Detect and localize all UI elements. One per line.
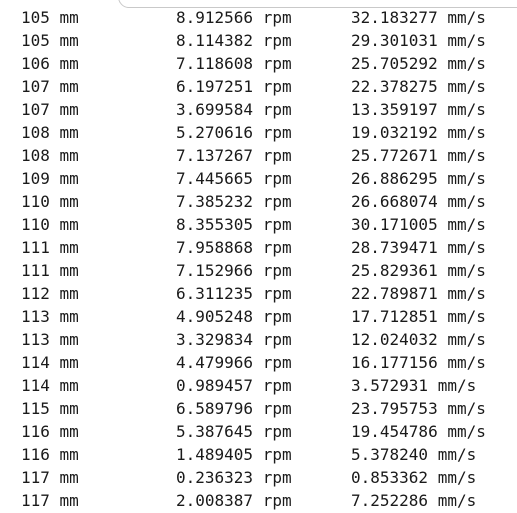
- length-value: 113 mm: [21, 307, 79, 326]
- rpm-value: 0.236323 rpm: [176, 468, 292, 487]
- output-line: 108 mm 7.137267 rpm 25.772671 mm/s: [0, 144, 517, 167]
- length-value: 107 mm: [21, 77, 79, 96]
- rpm-value: 7.137267 rpm: [176, 146, 292, 165]
- output-line: 109 mm 7.445665 rpm 26.886295 mm/s: [0, 167, 517, 190]
- output-line: 112 mm 6.311235 rpm 22.789871 mm/s: [0, 282, 517, 305]
- speed-value: 25.829361 mm/s: [351, 261, 486, 280]
- speed-value: 32.183277 mm/s: [351, 8, 486, 27]
- length-value: 112 mm: [21, 284, 79, 303]
- output-line: 107 mm 6.197251 rpm 22.378275 mm/s: [0, 75, 517, 98]
- rpm-value: 8.355305 rpm: [176, 215, 292, 234]
- output-line: 105 mm 8.114382 rpm 29.301031 mm/s: [0, 29, 517, 52]
- speed-value: 26.886295 mm/s: [351, 169, 486, 188]
- length-value: 111 mm: [21, 261, 79, 280]
- length-value: 108 mm: [21, 123, 79, 142]
- rpm-value: 7.385232 rpm: [176, 192, 292, 211]
- output-line: 114 mm 0.989457 rpm 3.572931 mm/s: [0, 374, 517, 397]
- length-value: 108 mm: [21, 146, 79, 165]
- length-value: 114 mm: [21, 376, 79, 395]
- output-line: 110 mm 7.385232 rpm 26.668074 mm/s: [0, 190, 517, 213]
- rpm-value: 4.905248 rpm: [176, 307, 292, 326]
- length-value: 116 mm: [21, 445, 79, 464]
- length-value: 113 mm: [21, 330, 79, 349]
- output-line: 117 mm 0.236323 rpm 0.853362 mm/s: [0, 466, 517, 489]
- rpm-value: 6.197251 rpm: [176, 77, 292, 96]
- speed-value: 29.301031 mm/s: [351, 31, 486, 50]
- rpm-value: 8.114382 rpm: [176, 31, 292, 50]
- speed-value: 19.032192 mm/s: [351, 123, 486, 142]
- speed-value: 12.024032 mm/s: [351, 330, 486, 349]
- output-line: 116 mm 1.489405 rpm 5.378240 mm/s: [0, 443, 517, 466]
- output-line: 113 mm 4.905248 rpm 17.712851 mm/s: [0, 305, 517, 328]
- output-line: 111 mm 7.152966 rpm 25.829361 mm/s: [0, 259, 517, 282]
- speed-value: 23.795753 mm/s: [351, 399, 486, 418]
- length-value: 107 mm: [21, 100, 79, 119]
- speed-value: 16.177156 mm/s: [351, 353, 486, 372]
- output-line: 108 mm 5.270616 rpm 19.032192 mm/s: [0, 121, 517, 144]
- speed-value: 17.712851 mm/s: [351, 307, 486, 326]
- output-line: 116 mm 5.387645 rpm 19.454786 mm/s: [0, 420, 517, 443]
- rpm-value: 5.387645 rpm: [176, 422, 292, 441]
- speed-value: 26.668074 mm/s: [351, 192, 486, 211]
- speed-value: 3.572931 mm/s: [351, 376, 477, 395]
- length-value: 115 mm: [21, 399, 79, 418]
- output-line: 110 mm 8.355305 rpm 30.171005 mm/s: [0, 213, 517, 236]
- length-value: 117 mm: [21, 468, 79, 487]
- output-lines: 105 mm 8.912566 rpm 32.183277 mm/s 105 mm 8.…: [0, 6, 517, 512]
- output-line: 106 mm 7.118608 rpm 25.705292 mm/s: [0, 52, 517, 75]
- length-value: 116 mm: [21, 422, 79, 441]
- speed-value: 22.378275 mm/s: [351, 77, 486, 96]
- output-line: 107 mm 3.699584 rpm 13.359197 mm/s: [0, 98, 517, 121]
- rpm-value: 2.008387 rpm: [176, 491, 292, 510]
- speed-value: 25.772671 mm/s: [351, 146, 486, 165]
- output-line: 113 mm 3.329834 rpm 12.024032 mm/s: [0, 328, 517, 351]
- rpm-value: 1.489405 rpm: [176, 445, 292, 464]
- rpm-value: 7.152966 rpm: [176, 261, 292, 280]
- output-line: 105 mm 8.912566 rpm 32.183277 mm/s: [0, 6, 517, 29]
- rpm-value: 7.445665 rpm: [176, 169, 292, 188]
- rpm-value: 7.958868 rpm: [176, 238, 292, 257]
- length-value: 111 mm: [21, 238, 79, 257]
- speed-value: 28.739471 mm/s: [351, 238, 486, 257]
- length-value: 106 mm: [21, 54, 79, 73]
- rpm-value: 7.118608 rpm: [176, 54, 292, 73]
- rpm-value: 6.589796 rpm: [176, 399, 292, 418]
- speed-value: 0.853362 mm/s: [351, 468, 477, 487]
- rpm-value: 3.329834 rpm: [176, 330, 292, 349]
- rpm-value: 8.912566 rpm: [176, 8, 292, 27]
- speed-value: 7.252286 mm/s: [351, 491, 477, 510]
- length-value: 114 mm: [21, 353, 79, 372]
- length-value: 110 mm: [21, 192, 79, 211]
- length-value: 109 mm: [21, 169, 79, 188]
- speed-value: 13.359197 mm/s: [351, 100, 486, 119]
- rpm-value: 0.989457 rpm: [176, 376, 292, 395]
- rpm-value: 4.479966 rpm: [176, 353, 292, 372]
- speed-value: 30.171005 mm/s: [351, 215, 486, 234]
- length-value: 110 mm: [21, 215, 79, 234]
- output-line: 111 mm 7.958868 rpm 28.739471 mm/s: [0, 236, 517, 259]
- output-line: 115 mm 6.589796 rpm 23.795753 mm/s: [0, 397, 517, 420]
- length-value: 105 mm: [21, 31, 79, 50]
- rpm-value: 6.311235 rpm: [176, 284, 292, 303]
- length-value: 105 mm: [21, 8, 79, 27]
- speed-value: 25.705292 mm/s: [351, 54, 486, 73]
- speed-value: 19.454786 mm/s: [351, 422, 486, 441]
- rpm-value: 5.270616 rpm: [176, 123, 292, 142]
- speed-value: 5.378240 mm/s: [351, 445, 477, 464]
- length-value: 117 mm: [21, 491, 79, 510]
- output-line: 117 mm 2.008387 rpm 7.252286 mm/s: [0, 489, 517, 512]
- rpm-value: 3.699584 rpm: [176, 100, 292, 119]
- speed-value: 22.789871 mm/s: [351, 284, 486, 303]
- output-line: 114 mm 4.479966 rpm 16.177156 mm/s: [0, 351, 517, 374]
